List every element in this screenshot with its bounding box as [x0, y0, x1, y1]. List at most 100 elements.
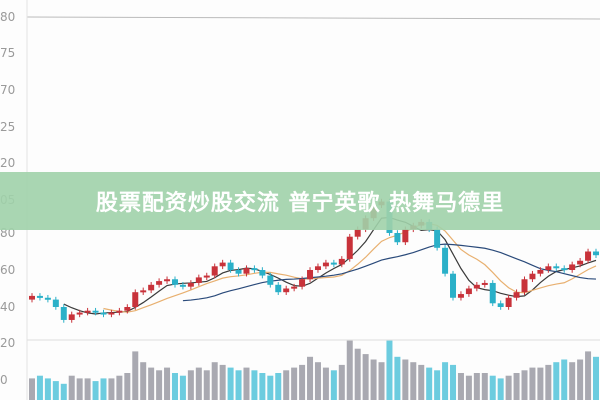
- volume-bar: [561, 359, 568, 400]
- candle-body: [338, 258, 345, 265]
- candle-body: [267, 275, 274, 285]
- candle-body: [100, 312, 107, 315]
- candle-body: [402, 229, 409, 243]
- volume-bar: [362, 354, 369, 400]
- candle-body: [593, 251, 599, 256]
- volume-bar: [585, 351, 592, 400]
- candle-body: [394, 233, 401, 243]
- volume-bar: [457, 373, 464, 400]
- candle-body: [299, 279, 306, 287]
- candle-body: [354, 229, 361, 237]
- candle-body: [76, 312, 83, 315]
- volume-bar: [394, 356, 401, 400]
- volume-bar: [108, 378, 115, 400]
- candle-body: [497, 303, 504, 307]
- volume-bar: [521, 370, 528, 400]
- volume-bar: [402, 359, 409, 400]
- volume-bar: [330, 370, 337, 400]
- candle-body: [116, 310, 123, 313]
- y-tick-label: 20: [0, 336, 16, 350]
- candle-body: [561, 268, 568, 271]
- volume-bar: [132, 351, 139, 400]
- candle-body: [84, 310, 91, 313]
- volume-bar: [187, 370, 194, 400]
- candle-body: [251, 268, 258, 271]
- candle-body: [529, 273, 536, 280]
- y-tick-label: 70: [0, 83, 16, 97]
- volume-bar: [378, 362, 385, 400]
- volume-bar: [426, 367, 433, 400]
- candle-body: [275, 284, 282, 293]
- volume-bar: [465, 375, 472, 400]
- volume-bar: [164, 367, 171, 400]
- watermark-banner: 股票配资炒股交流 普宁英歌 热舞马德里: [0, 172, 600, 230]
- volume-bar: [450, 364, 457, 400]
- volume-bar: [84, 378, 91, 400]
- volume-bar: [314, 362, 321, 400]
- volume-bar: [116, 375, 123, 400]
- volume-bar: [171, 373, 178, 400]
- volume-bar: [76, 378, 83, 400]
- top-grid-line: [26, 16, 600, 20]
- candle-body: [148, 284, 155, 291]
- candle-body: [171, 279, 178, 285]
- y-tick-label: 40: [0, 300, 16, 314]
- volume-bar: [179, 375, 186, 400]
- volume-bar: [481, 373, 488, 400]
- volume-bar: [68, 375, 75, 400]
- candle-body: [195, 277, 202, 283]
- candle-body: [434, 229, 441, 248]
- candle-body: [29, 295, 35, 300]
- candle-body: [442, 247, 449, 274]
- volume-bar: [386, 340, 393, 400]
- candle-body: [553, 266, 560, 269]
- volume-bar: [291, 367, 298, 400]
- volume-bar: [505, 375, 512, 400]
- candle-body: [132, 292, 139, 307]
- volume-bar: [346, 340, 353, 400]
- candle-body: [314, 266, 321, 270]
- candle-body: [489, 282, 496, 304]
- volume-bar: [410, 362, 417, 400]
- candle-body: [68, 314, 75, 320]
- volume-bar: [219, 364, 226, 400]
- volume-bar: [545, 364, 552, 400]
- volume-bar: [497, 378, 504, 400]
- volume-bar: [537, 367, 544, 400]
- candle-body: [92, 310, 99, 313]
- volume-bar: [275, 373, 282, 400]
- candle-body: [219, 262, 226, 267]
- ma20-line: [182, 243, 597, 302]
- volume-bar: [338, 364, 345, 400]
- candle-body: [457, 294, 464, 298]
- candle-body: [577, 260, 584, 265]
- volume-bar: [29, 378, 35, 400]
- ma5-line: [63, 216, 597, 315]
- candle-body: [330, 262, 337, 265]
- candle-body: [291, 286, 298, 289]
- volume-bar: [203, 370, 210, 400]
- y-tick-label: 25: [0, 120, 16, 134]
- candle-body: [537, 270, 544, 274]
- volume-bar: [442, 362, 449, 400]
- ma10-line: [103, 222, 597, 313]
- candle-body: [513, 292, 520, 298]
- volume-bar: [156, 370, 163, 400]
- y-tick-label: 80: [0, 10, 16, 24]
- volume-bar: [92, 381, 99, 400]
- volume-bar: [211, 362, 218, 400]
- candle-body: [44, 297, 51, 300]
- volume-bar: [235, 370, 242, 400]
- volume-bar: [100, 378, 107, 400]
- volume-bar: [529, 367, 536, 400]
- volume-bar: [227, 367, 234, 400]
- volume-bar: [36, 375, 43, 400]
- y-tick-label: 60: [0, 263, 16, 277]
- candle-body: [203, 275, 210, 278]
- volume-bar: [259, 373, 266, 400]
- volume-bar: [124, 373, 131, 400]
- candle-body: [227, 262, 234, 270]
- candle-body: [52, 299, 59, 307]
- volume-bar: [148, 367, 155, 400]
